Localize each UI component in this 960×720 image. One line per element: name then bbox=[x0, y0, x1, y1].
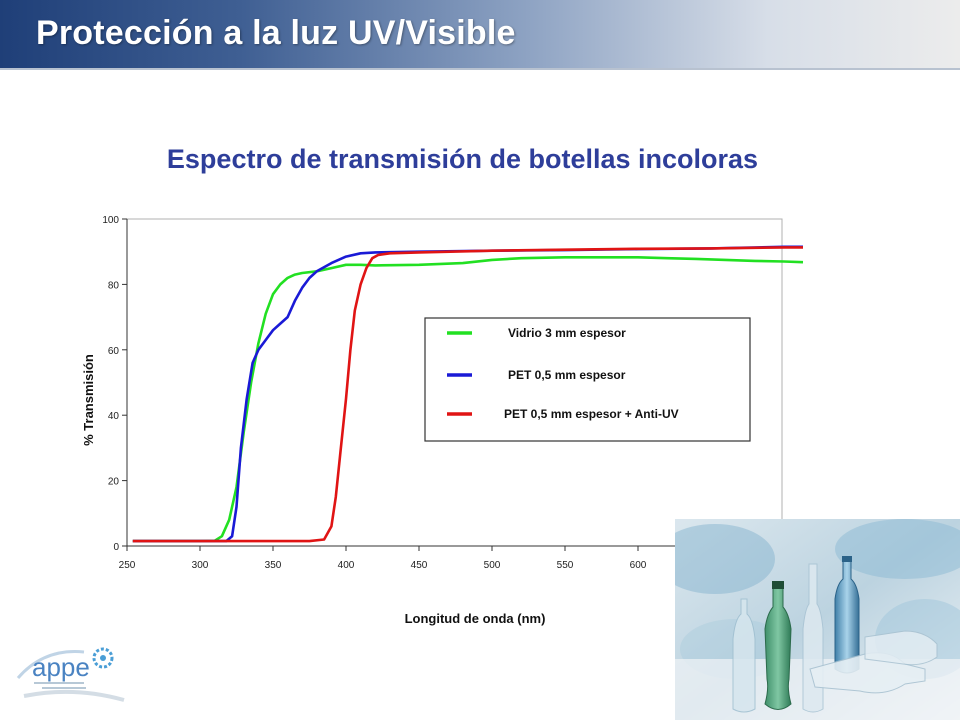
page-title: Protección a la luz UV/Visible bbox=[36, 14, 516, 52]
appe-logo: appe bbox=[14, 638, 134, 710]
y-tick-label: 60 bbox=[108, 346, 120, 357]
legend: Vidrio 3 mm espesor PET 0,5 mm espesor PET… bbox=[424, 317, 751, 442]
appe-logo-text: appe bbox=[32, 652, 90, 682]
x-axis-label: Longitud de onda (nm) bbox=[405, 611, 546, 626]
x-tick-label: 550 bbox=[557, 560, 574, 571]
y-tick-label: 40 bbox=[108, 411, 120, 422]
y-axis-label: % Transmisión bbox=[81, 354, 96, 446]
x-tick-label: 250 bbox=[119, 560, 136, 571]
x-tick-label: 300 bbox=[192, 560, 209, 571]
header-banner: Protección a la luz UV/Visible bbox=[0, 0, 960, 70]
x-tick-label: 500 bbox=[484, 560, 501, 571]
y-tick-label: 80 bbox=[108, 280, 120, 291]
x-tick-label: 600 bbox=[630, 560, 647, 571]
chart-title: Espectro de transmisión de botellas inco… bbox=[166, 144, 759, 174]
legend-label-3: PET 0,5 mm espesor + Anti-UV bbox=[504, 407, 679, 421]
y-tick-label: 0 bbox=[113, 542, 119, 553]
x-tick-label: 400 bbox=[338, 560, 355, 571]
legend-label-1: Vidrio 3 mm espesor bbox=[508, 326, 626, 340]
y-tick-label: 20 bbox=[108, 477, 120, 488]
legend-label-2: PET 0,5 mm espesor bbox=[508, 368, 626, 382]
plastic-bottles-photo bbox=[675, 519, 960, 720]
x-tick-label: 350 bbox=[265, 560, 282, 571]
x-tick-label: 450 bbox=[411, 560, 428, 571]
legend-box bbox=[424, 317, 751, 442]
series-line-3 bbox=[132, 246, 803, 543]
y-tick-label: 100 bbox=[102, 215, 119, 226]
